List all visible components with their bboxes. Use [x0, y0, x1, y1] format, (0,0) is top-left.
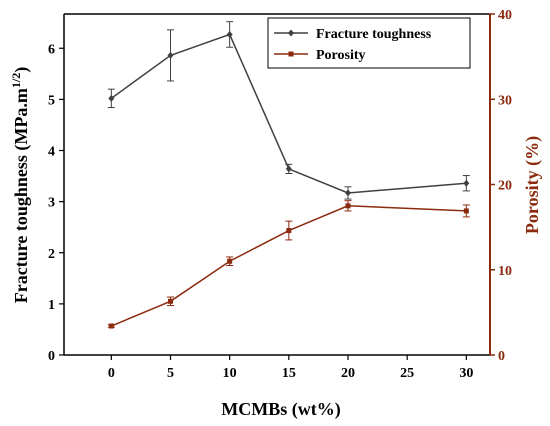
y-axis-right-title: Porosity (%)	[522, 136, 543, 234]
x-tick-label: 10	[223, 366, 237, 381]
data-point	[286, 228, 292, 234]
y-right-tick-label: 0	[498, 349, 505, 364]
series-porosity	[107, 200, 470, 329]
y-axis-left-title-sup: 1/2	[9, 73, 23, 88]
x-tick-label: 20	[341, 366, 355, 381]
y-axis-left-title: Fracture toughness (MPa.m1/2)	[9, 67, 32, 303]
x-tick-label: 30	[459, 366, 473, 381]
x-axis-title: MCMBs (wt%)	[221, 399, 340, 420]
x-tick-label: 5	[167, 366, 174, 381]
y-right-tick-label: 10	[498, 264, 512, 279]
y-right-tick-label: 30	[498, 93, 512, 108]
legend-label: Fracture toughness	[316, 27, 432, 42]
x-tick-label: 15	[282, 366, 296, 381]
y-left-tick-label: 5	[48, 93, 55, 108]
data-point	[345, 189, 351, 197]
y-right-tick-label: 40	[498, 8, 512, 23]
series-fracture-toughness	[107, 21, 470, 200]
data-point	[227, 258, 233, 264]
y-left-tick-label: 4	[48, 145, 55, 160]
data-point	[108, 94, 115, 102]
y-left-tick-label: 3	[48, 196, 55, 211]
y-left-tick-label: 2	[48, 247, 55, 262]
y-left-tick-label: 0	[48, 349, 55, 364]
legend-box	[267, 17, 471, 69]
x-tick-label: 0	[108, 366, 115, 381]
legend-entry: Porosity	[274, 48, 366, 63]
data-point	[167, 51, 174, 59]
data-point	[345, 203, 351, 209]
axes-layer	[59, 13, 495, 360]
legend-marker	[288, 51, 294, 57]
data-point	[463, 208, 469, 214]
legend-label: Porosity	[316, 48, 366, 63]
y-axis-left-title-close: )	[11, 67, 32, 73]
x-tick-label: 25	[400, 366, 414, 381]
y-axis-left-title-main: Fracture toughness (MPa.m	[11, 88, 32, 303]
series-line	[111, 205, 467, 327]
legend-entry: Fracture toughness	[274, 27, 432, 42]
data-point	[285, 165, 292, 173]
legend-marker	[288, 29, 294, 37]
data-point	[226, 30, 233, 38]
y-right-tick-label: 20	[498, 179, 512, 194]
series-layer	[107, 21, 470, 329]
series-line	[110, 33, 467, 194]
data-point	[108, 323, 114, 329]
labels-layer: MCMBs (wt%) Fracture toughness (MPa.m1/2…	[9, 8, 543, 420]
data-point	[168, 298, 173, 304]
data-point	[463, 179, 470, 187]
y-left-tick-label: 6	[48, 42, 55, 57]
legend: Fracture toughness Porosity	[267, 17, 471, 69]
y-left-tick-label: 1	[48, 298, 55, 313]
